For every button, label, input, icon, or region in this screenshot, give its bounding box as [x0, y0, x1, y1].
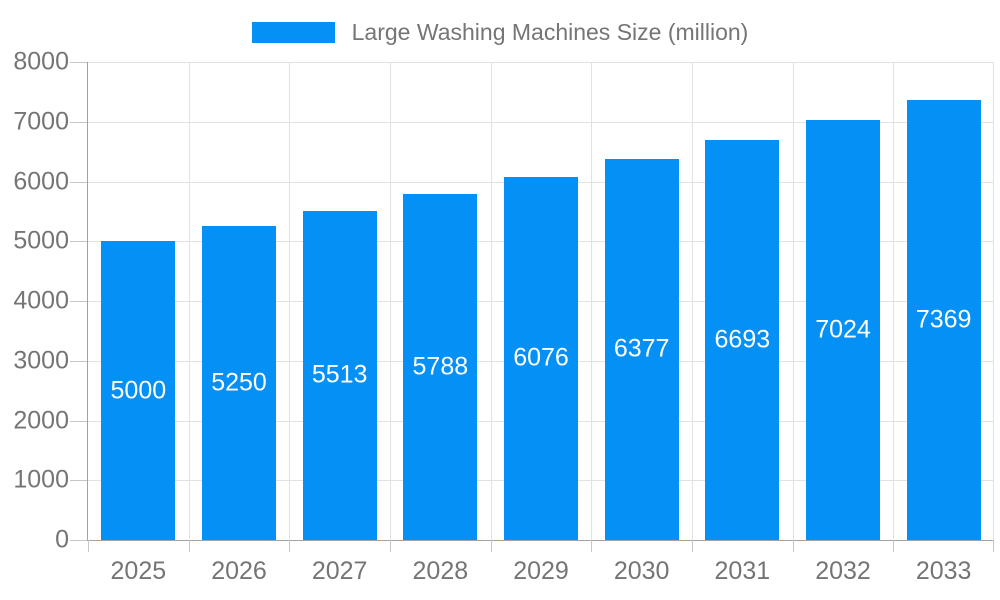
gridline-horizontal [88, 62, 994, 63]
y-axis-label: 2000 [13, 406, 69, 434]
bar[interactable]: 7024 [806, 120, 880, 540]
x-axis-label: 2026 [211, 557, 267, 585]
plot-area: 0 1000 2000 3000 4000 5000 6000 7000 8000 5000 202… [13, 49, 994, 584]
bar[interactable]: 5788 [403, 194, 478, 540]
y-axis-label: 7000 [13, 107, 69, 136]
y-axis-tick [70, 181, 87, 183]
y-axis-label: 1000 [13, 465, 69, 494]
y-axis-label: 5000 [13, 226, 69, 255]
gridline-vertical [591, 62, 593, 540]
bar[interactable]: 6377 [604, 158, 679, 540]
y-axis-tick [70, 420, 87, 422]
y-axis-tick [70, 241, 87, 243]
legend-swatch [251, 22, 335, 43]
x-axis-label: 2025 [110, 557, 167, 585]
legend-item[interactable]: Large Washing Machines Size (million) [251, 19, 749, 46]
x-axis-label: 2030 [613, 557, 670, 585]
bar-value-label: 7369 [915, 305, 972, 334]
x-axis-label: 2032 [815, 557, 871, 585]
bar-value-label: 7024 [815, 315, 871, 344]
y-axis-tick [70, 301, 87, 302]
bar-value-label: 5513 [311, 360, 368, 389]
bar-value-label: 6076 [513, 343, 569, 372]
bar-value-label: 6693 [714, 325, 771, 354]
x-axis-label: 2033 [915, 557, 972, 585]
y-axis-label: 6000 [13, 167, 69, 195]
y-axis-label: 3000 [13, 346, 69, 375]
y-axis-tick [70, 480, 87, 482]
gridline-vertical [792, 62, 794, 540]
bar[interactable]: 5513 [302, 210, 377, 540]
gridline-horizontal [88, 121, 994, 123]
y-axis-tick [70, 540, 87, 541]
x-axis-tick [893, 540, 895, 552]
y-axis-label: 0 [55, 525, 69, 554]
y-axis-tick [70, 62, 87, 63]
x-axis-tick [188, 540, 190, 552]
bar[interactable]: 7369 [906, 99, 981, 540]
bar-value-label: 5000 [110, 376, 167, 405]
x-axis-tick [591, 540, 593, 552]
gridline-vertical [993, 62, 994, 540]
bar-value-label: 5788 [412, 352, 469, 381]
bar[interactable]: 5250 [202, 226, 276, 540]
gridline-vertical [893, 62, 895, 540]
x-axis-label: 2029 [513, 557, 569, 585]
x-axis-label: 2027 [311, 557, 368, 585]
gridline-vertical [188, 62, 190, 540]
bar[interactable]: 5000 [101, 241, 176, 540]
gridline-vertical [490, 62, 492, 540]
y-axis-label: 4000 [13, 286, 69, 315]
y-axis-tick [70, 360, 87, 362]
legend-label: Large Washing Machines Size (million) [351, 19, 749, 45]
gridline-vertical [289, 62, 291, 540]
x-axis-tick [993, 540, 994, 552]
x-axis-tick [390, 540, 391, 552]
x-axis-tick [792, 540, 794, 552]
x-axis-tick [692, 540, 693, 552]
bar[interactable]: 6693 [705, 140, 780, 540]
x-axis-label: 2031 [714, 557, 771, 585]
bar-value-label: 5250 [211, 368, 267, 397]
x-axis-tick [289, 540, 291, 552]
x-axis-tick [88, 540, 89, 552]
gridline-vertical [692, 62, 693, 540]
bar[interactable]: 6076 [504, 176, 578, 540]
gridline-vertical [390, 62, 391, 540]
x-axis-tick [490, 540, 492, 552]
chart-legend: Large Washing Machines Size (million) [0, 19, 1000, 46]
bar-value-label: 6377 [613, 334, 670, 363]
y-axis-tick [70, 121, 87, 123]
y-axis-label: 8000 [13, 47, 69, 76]
x-axis-label: 2028 [412, 557, 469, 585]
